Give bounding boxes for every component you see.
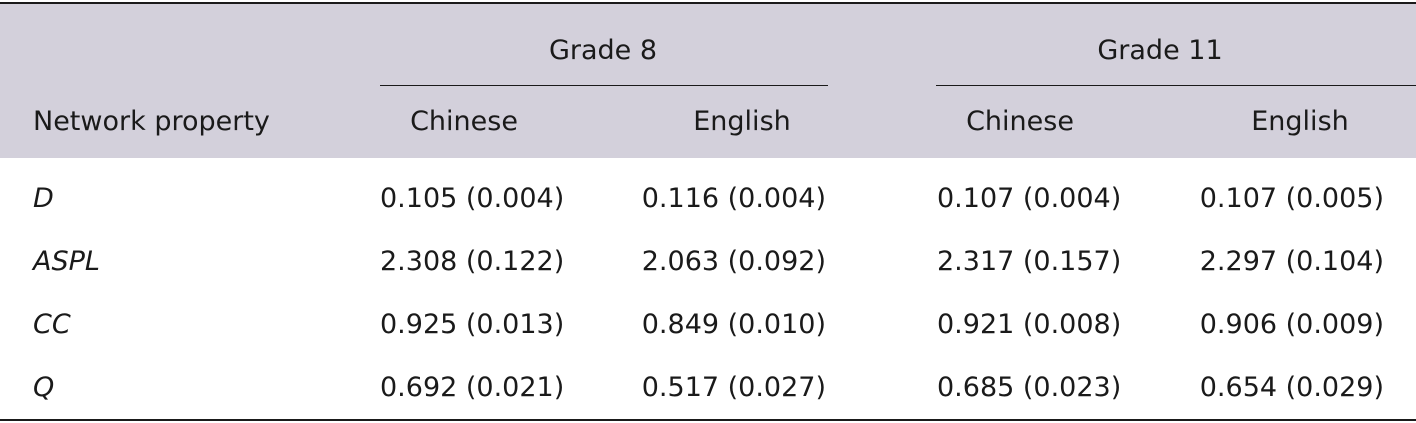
group-underline-grade-11 [936, 85, 1416, 86]
row-separator [0, 292, 1416, 294]
row-label-cc: CC [33, 309, 71, 340]
table-cell: 0.654 (0.029) [1199, 372, 1384, 403]
table-cell: 0.921 (0.008) [937, 309, 1122, 340]
group-header-grade-8: Grade 8 [548, 35, 658, 66]
column-header-grade8-english: English [693, 106, 791, 137]
table-cell: 0.692 (0.021) [380, 372, 565, 403]
row-label-aspl: ASPL [33, 246, 100, 277]
table-header-background [0, 4, 1416, 158]
column-header-grade11-chinese: Chinese [966, 106, 1074, 137]
table-cell: 2.063 (0.092) [641, 246, 826, 277]
table-cell: 0.107 (0.005) [1199, 183, 1384, 214]
table-cell: 0.107 (0.004) [937, 183, 1122, 214]
group-underline-grade-8 [380, 85, 828, 86]
group-header-grade-11: Grade 11 [1097, 35, 1223, 66]
column-header-grade11-english: English [1251, 106, 1349, 137]
table-cell: 2.308 (0.122) [380, 246, 565, 277]
table-cell: 0.906 (0.009) [1199, 309, 1384, 340]
table-cell: 0.849 (0.010) [641, 309, 826, 340]
table-cell: 0.116 (0.004) [641, 183, 826, 214]
table-cell: 0.517 (0.027) [641, 372, 826, 403]
table-cell: 0.685 (0.023) [937, 372, 1122, 403]
table-bottom-rule [0, 419, 1416, 421]
row-separator [0, 228, 1416, 230]
row-label-q: Q [33, 372, 55, 403]
table-top-rule [0, 2, 1416, 4]
table-cell: 0.925 (0.013) [380, 309, 565, 340]
table-cell: 2.297 (0.104) [1199, 246, 1384, 277]
stub-column-header: Network property [33, 106, 270, 137]
row-label-d: D [33, 183, 54, 214]
table-cell: 2.317 (0.157) [937, 246, 1122, 277]
column-header-grade8-chinese: Chinese [410, 106, 518, 137]
table-cell: 0.105 (0.004) [380, 183, 565, 214]
row-separator [0, 355, 1416, 357]
